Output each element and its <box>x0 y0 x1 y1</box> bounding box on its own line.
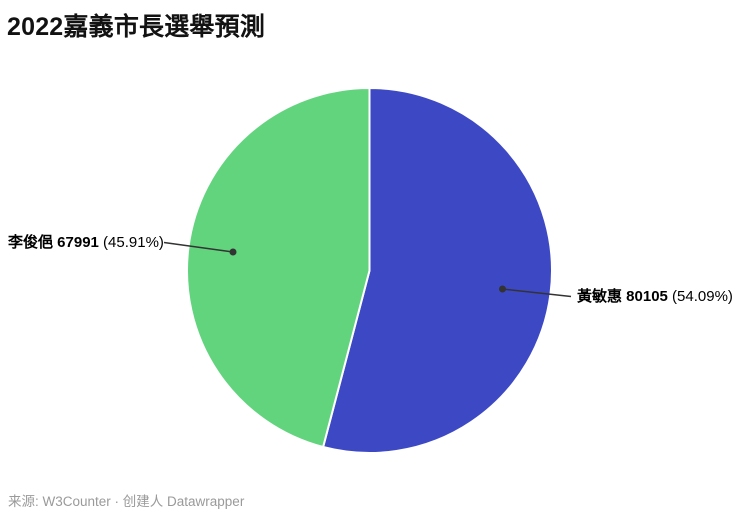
slice-label-huang-percent: (54.09%) <box>667 288 733 305</box>
slice-label-lee-percent: (45.91%) <box>98 234 164 251</box>
pie-slices <box>186 87 553 454</box>
connector-dot-left <box>229 248 237 256</box>
slice-label-lee: 李俊俋 67991 (45.91%) <box>8 233 164 252</box>
connector-line-left <box>163 241 234 253</box>
label-connectors <box>163 241 572 298</box>
connector-line-right <box>502 288 572 298</box>
slice-label-huang-name-value: 黃敏惠 80105 <box>577 288 668 305</box>
pie-slice-李俊俋[interactable] <box>186 87 371 449</box>
connector-dot-right <box>499 285 506 293</box>
chart-footer: 来源: W3Counter · 创建人 Datawrapper <box>8 494 245 509</box>
slice-label-lee-name-value: 李俊俋 67991 <box>8 234 99 251</box>
chart-title: 2022嘉義市長選舉預測 <box>7 13 266 41</box>
slice-label-huang: 黃敏惠 80105 (54.09%) <box>577 287 733 306</box>
